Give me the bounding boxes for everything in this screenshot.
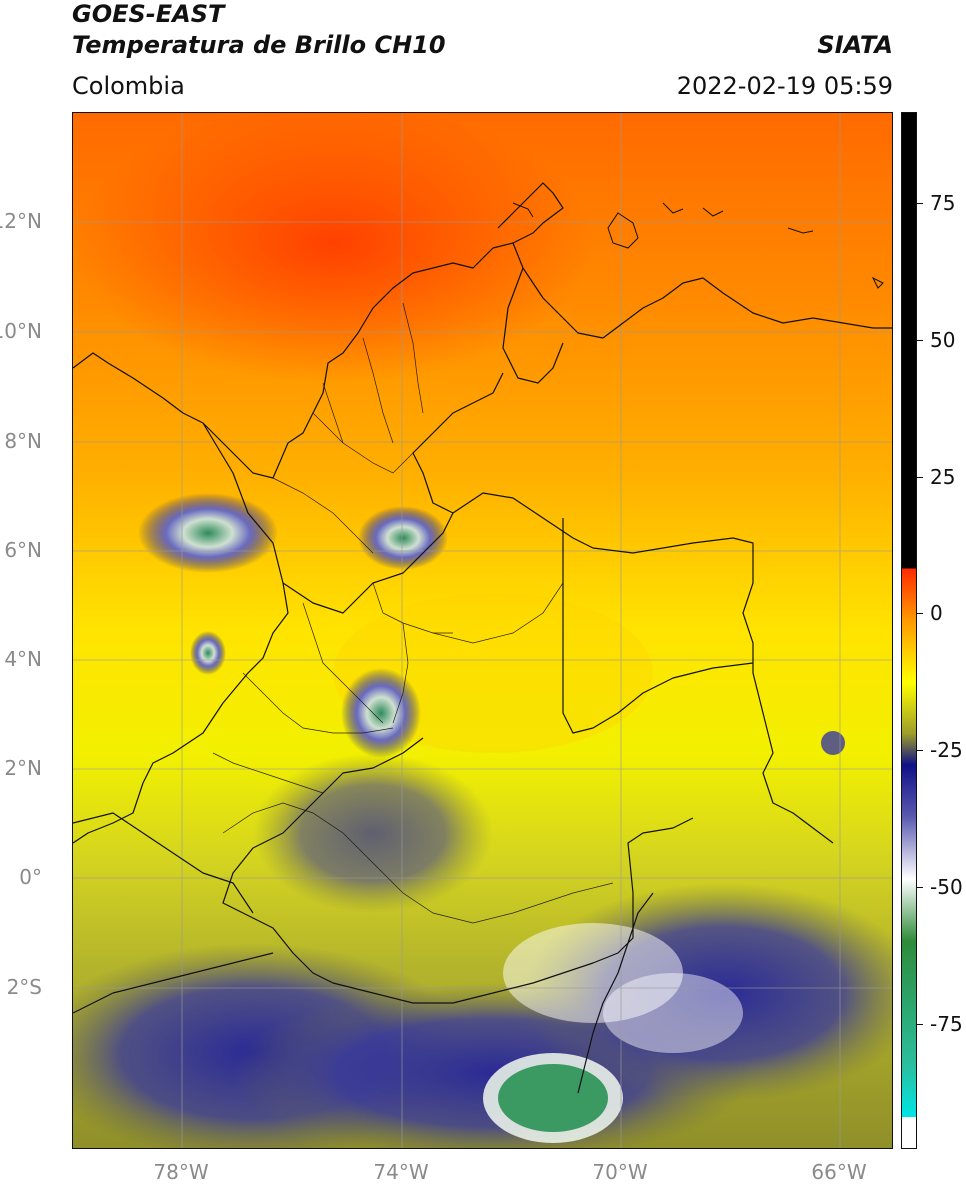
lat-label-2n: 2°N — [4, 756, 42, 780]
map-image — [73, 113, 892, 1148]
lon-label-78w: 78°W — [153, 1160, 209, 1184]
colorbar-label-75: 75 — [930, 191, 956, 215]
colorbar-label-25: 25 — [930, 465, 956, 489]
lat-label-4n: 4°N — [4, 647, 42, 671]
lon-label-74w: 74°W — [373, 1160, 429, 1184]
colorbar-label-neg75: -75 — [930, 1012, 963, 1036]
colorbar — [901, 112, 917, 1149]
colorbar-label-0: 0 — [930, 601, 943, 625]
region-label: Colombia — [72, 72, 185, 100]
lat-label-6n: 6°N — [4, 538, 42, 562]
colorbar-label-50: 50 — [930, 328, 956, 352]
colorbar-tick — [917, 1024, 923, 1025]
colorbar-tick — [917, 477, 923, 478]
lat-label-2s: 2°S — [6, 975, 42, 999]
lon-label-70w: 70°W — [592, 1160, 648, 1184]
colorbar-tick — [917, 750, 923, 751]
timestamp-label: 2022-02-19 05:59 — [676, 72, 893, 100]
colorbar-tick — [917, 203, 923, 204]
brand-label: SIATA — [817, 31, 893, 59]
lat-label-8n: 8°N — [4, 429, 42, 453]
colorbar-label-neg50: -50 — [930, 875, 963, 899]
satellite-map — [72, 112, 893, 1149]
lat-label-10n: 10°N — [0, 319, 42, 343]
colorbar-label-neg25: -25 — [930, 738, 963, 762]
product-title-channel: Temperatura de Brillo CH10 — [72, 31, 446, 59]
colorbar-tick — [917, 887, 923, 888]
lat-label-0: 0° — [19, 865, 42, 889]
lat-label-12n: 12°N — [0, 209, 42, 233]
colorbar-tick — [917, 613, 923, 614]
product-title-satellite: GOES-EAST — [72, 0, 225, 28]
lon-label-66w: 66°W — [811, 1160, 867, 1184]
colorbar-tick — [917, 340, 923, 341]
